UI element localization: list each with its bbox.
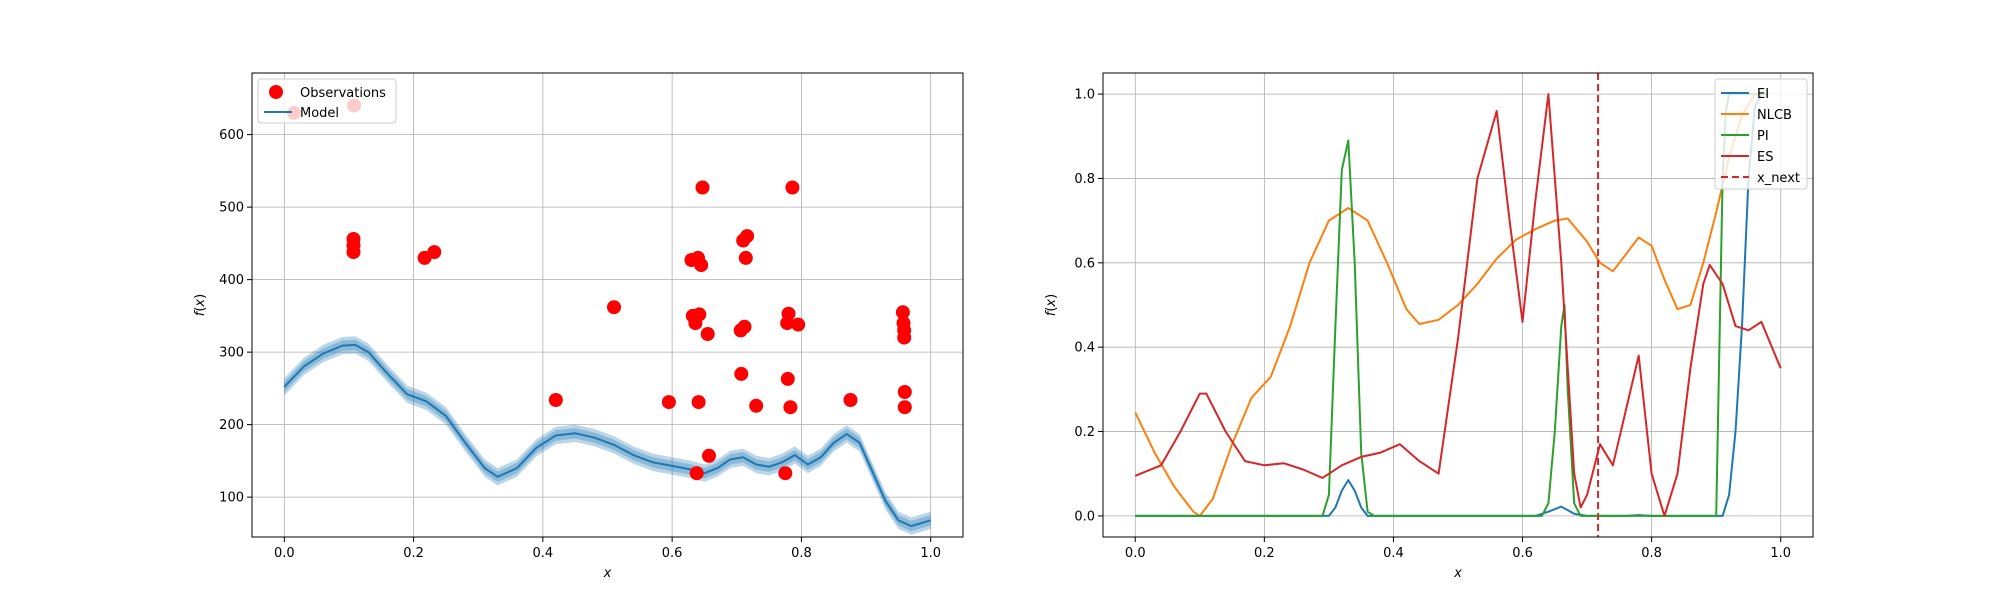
x-tick-label: 0.6	[1512, 546, 1533, 561]
right-chart-panel: 0.0 0.2 0.4 0.6 0.8 1.0 0.0 0.2 0.4 0.6 0.8 1.0 x f…	[1044, 72, 1814, 581]
legend-observations-marker	[269, 85, 283, 99]
right-axes-frame	[1102, 72, 1814, 538]
y-tick-label: 300	[219, 346, 244, 361]
x-tick-label: 0.2	[1254, 546, 1275, 561]
observation-point	[691, 395, 706, 410]
observation-point	[785, 180, 800, 195]
right-x-axis-label: x	[1453, 566, 1462, 581]
x-tick-label: 0.6	[662, 546, 683, 561]
observation-point	[694, 258, 709, 273]
y-tick-label: 1.0	[1074, 88, 1095, 103]
x-tick-label: 0.0	[1125, 546, 1146, 561]
observation-point	[702, 448, 716, 463]
right-legend: EI NLCB PI ES x_next	[1714, 78, 1808, 190]
legend-label-es: ES	[1757, 150, 1773, 165]
observation-point	[897, 385, 912, 399]
y-tick-label: 500	[219, 201, 244, 216]
observation-point	[778, 466, 793, 481]
observation-point	[738, 250, 753, 265]
x-tick-label: 0.8	[1641, 546, 1662, 561]
y-tick-label: 0.6	[1074, 256, 1095, 271]
x-tick-label: 1.0	[1770, 546, 1791, 561]
observation-point	[427, 245, 442, 260]
y-tick-label: 0.8	[1074, 172, 1095, 187]
y-tick-label: 200	[219, 418, 244, 433]
right-y-axis-label: f(x)	[1044, 294, 1059, 316]
legend-label-x-next: x_next	[1757, 171, 1800, 186]
x-tick-label: 0.4	[1383, 546, 1404, 561]
x-tick-label: 0.2	[403, 546, 424, 561]
series-line-es	[1134, 93, 1782, 517]
model-confidence-band	[284, 336, 931, 535]
observation-point	[695, 180, 710, 195]
observation-point	[897, 330, 912, 345]
y-tick-label: 100	[219, 491, 244, 506]
left-x-axis-label: x	[603, 566, 612, 581]
legend-observations-label: Observations	[300, 86, 386, 101]
right-ticks: 0.0 0.2 0.4 0.6 0.8 1.0 0.0 0.2 0.4 0.6 0.8 1.0	[1074, 88, 1791, 561]
observation-point	[749, 398, 764, 413]
x-tick-label: 0.4	[533, 546, 554, 561]
legend-label-pi: PI	[1757, 129, 1769, 144]
left-grid	[252, 73, 963, 537]
observation-point	[548, 393, 563, 407]
y-tick-label: 0.4	[1074, 341, 1095, 356]
x-tick-label: 1.0	[920, 546, 941, 561]
legend-model-label: Model	[300, 106, 339, 121]
legend-label-nlcb: NLCB	[1757, 108, 1792, 123]
right-legend-box	[1714, 78, 1808, 190]
observation-point	[740, 229, 755, 244]
observation-point	[692, 307, 707, 322]
observation-point	[346, 232, 361, 246]
series-line-nlcb	[1134, 93, 1768, 517]
left-axes-frame	[251, 72, 964, 538]
left-ticks: 0.0 0.2 0.4 0.6 0.8 1.0 100 200 300 400 500 600	[219, 128, 941, 561]
left-y-axis-label: f(x)	[193, 294, 208, 316]
y-tick-label: 400	[219, 273, 244, 288]
observation-point	[734, 366, 749, 381]
observation-point	[661, 395, 676, 410]
y-tick-label: 600	[219, 128, 244, 143]
right-plot-marks	[1134, 73, 1782, 537]
observation-point	[780, 371, 795, 386]
observation-point	[895, 305, 910, 320]
y-tick-label: 0.0	[1074, 509, 1095, 524]
model-mean-line	[283, 343, 931, 528]
legend-label-ei: EI	[1757, 87, 1769, 102]
left-legend: Observations Model	[257, 78, 397, 124]
left-chart-panel: 0.0 0.2 0.4 0.6 0.8 1.0 100 200 300 400 500 600 x f…	[193, 72, 964, 581]
left-legend-box	[257, 78, 397, 124]
observation-point	[781, 306, 796, 321]
x-tick-label: 0.8	[791, 546, 812, 561]
observation-point	[791, 317, 806, 332]
x-tick-label: 0.0	[274, 546, 295, 561]
observation-point	[897, 400, 912, 415]
observation-point	[783, 400, 798, 415]
observation-point	[843, 393, 858, 407]
left-plot-marks	[283, 98, 931, 535]
observation-point	[700, 327, 715, 341]
observation-point	[689, 466, 704, 481]
observation-point	[607, 300, 621, 315]
y-tick-label: 0.2	[1074, 425, 1095, 440]
observation-point	[737, 319, 752, 334]
